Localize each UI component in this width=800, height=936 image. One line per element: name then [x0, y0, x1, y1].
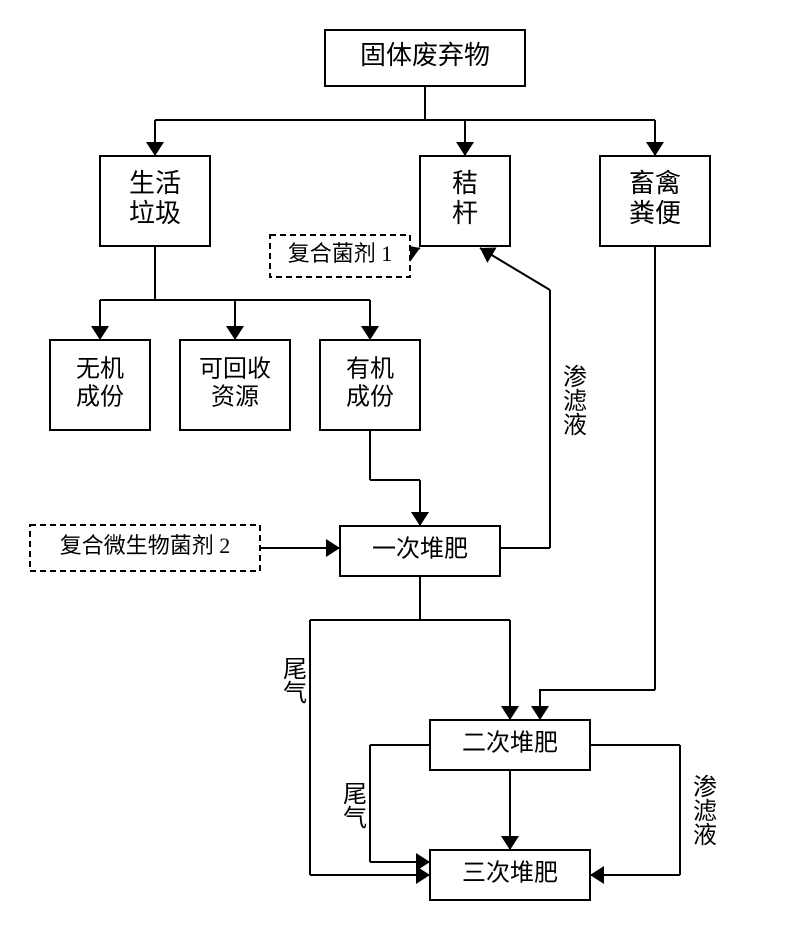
edge-label-tail2: 尾气: [338, 781, 366, 829]
arrowhead: [531, 706, 549, 720]
edge-label-leach2: 渗滤液: [688, 774, 716, 846]
node-straw: 秸杆: [420, 156, 510, 246]
node-compost2: 二次堆肥: [430, 720, 590, 770]
node-life: 生活垃圾: [100, 156, 210, 246]
node-label: 复合菌剂 1: [288, 241, 393, 266]
arrowhead: [456, 142, 474, 156]
arrowhead: [146, 142, 164, 156]
node-label: 三次堆肥: [462, 860, 558, 887]
arrowhead: [480, 247, 497, 262]
node-agent1: 复合菌剂 1: [270, 235, 410, 277]
node-label: 垃圾: [129, 199, 181, 228]
node-label: 秸: [452, 169, 478, 198]
node-label: 固体废弃物: [360, 41, 490, 70]
node-manure: 畜禽粪便: [600, 156, 710, 246]
arrowhead: [326, 539, 340, 557]
node-label: 粪便: [629, 199, 681, 228]
node-label: 成份: [76, 383, 124, 410]
node-org: 有机成份: [320, 340, 420, 430]
node-root: 固体废弃物: [325, 30, 525, 86]
arrowhead: [226, 326, 244, 340]
node-agent2: 复合微生物菌剂 2: [30, 525, 260, 571]
edge-label-tail1: 尾气: [278, 656, 306, 704]
arrowhead: [501, 836, 519, 850]
arrowhead: [361, 326, 379, 340]
node-label: 可回收: [199, 356, 271, 383]
node-label: 成份: [346, 383, 394, 410]
arrowhead: [416, 853, 430, 871]
node-label: 二次堆肥: [462, 730, 558, 757]
node-label: 生活: [129, 169, 181, 198]
arrowhead: [501, 706, 519, 720]
node-label: 无机: [76, 356, 124, 383]
node-label: 资源: [211, 383, 259, 410]
node-label: 畜禽: [629, 169, 681, 198]
arrowhead: [91, 326, 109, 340]
arrowhead: [411, 512, 429, 526]
edge-label-leach1: 渗滤液: [558, 364, 586, 436]
node-label: 一次堆肥: [372, 536, 468, 563]
edge-manure-in: [540, 690, 655, 720]
arrowhead: [646, 142, 664, 156]
arrowhead: [590, 866, 604, 884]
node-label: 复合微生物菌剂 2: [60, 533, 231, 558]
node-recyc: 可回收资源: [180, 340, 290, 430]
node-label: 有机: [346, 356, 394, 383]
node-inorg: 无机成份: [50, 340, 150, 430]
node-compost1: 一次堆肥: [340, 526, 500, 576]
node-compost3: 三次堆肥: [430, 850, 590, 900]
node-label: 杆: [452, 199, 478, 228]
